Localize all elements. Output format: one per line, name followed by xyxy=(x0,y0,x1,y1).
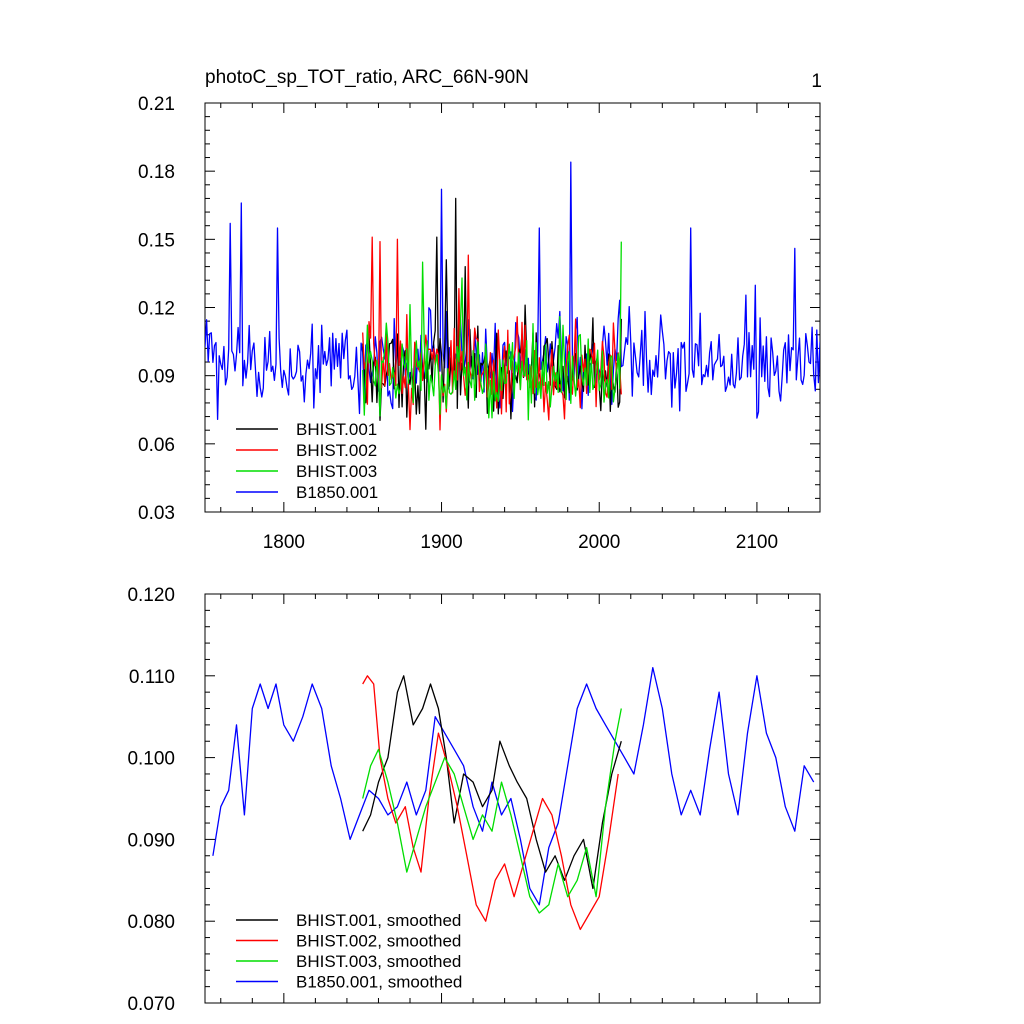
legend-entry-label: BHIST.001 xyxy=(296,420,377,439)
series-line-b1850-001 xyxy=(205,161,820,421)
plot-frame xyxy=(204,593,821,1004)
legend-entry-label: BHIST.002, smoothed xyxy=(296,932,461,951)
y-tick-label: 0.12 xyxy=(138,299,175,320)
y-tick-label: 0.090 xyxy=(127,830,175,851)
legend-entry-label: BHIST.003, smoothed xyxy=(296,952,461,971)
series-line-bhist-003 xyxy=(362,241,622,421)
bottom-panel-smoothed-series: 0.070 0.080 0.090 0.100 0.110 0.120 BHIST.001,… xyxy=(127,585,821,1015)
y-tick-label: 0.21 xyxy=(138,94,175,115)
series-line-bhist-001-smoothed xyxy=(362,675,622,890)
legend-entry-label: BHIST.002 xyxy=(296,441,377,460)
top-panel-raw-series: 1800 1900 2000 2100 0.03 0.06 0.09 0.12 0.15 0.18… xyxy=(138,94,821,553)
chart-title: photoC_sp_TOT_ratio, ARC_66N-90N xyxy=(205,67,529,88)
x-tick-label: 2100 xyxy=(736,532,778,553)
legend: BHIST.001, smoothed BHIST.002, smoothedBH… xyxy=(236,911,462,992)
y-tick-label: 0.09 xyxy=(138,367,175,388)
y-tick-label: 0.18 xyxy=(138,162,175,183)
y-tick-label: 0.06 xyxy=(138,435,175,456)
y-tick-label: 0.110 xyxy=(129,667,175,688)
legend-entry-label: B1850.001, smoothed xyxy=(296,973,462,992)
y-tick-label: 0.080 xyxy=(127,912,175,933)
y-tick-label: 0.100 xyxy=(127,749,175,770)
legend-entry-label: B1850.001 xyxy=(296,483,378,502)
x-tick-label: 2000 xyxy=(578,532,620,553)
legend-entry-label: BHIST.001, smoothed xyxy=(296,911,461,930)
series-line-bhist-003-smoothed xyxy=(362,708,622,914)
series-line-b1850-001-smoothed xyxy=(212,666,815,906)
x-tick-label: 1800 xyxy=(263,532,305,553)
y-tick-label: 0.15 xyxy=(138,230,175,251)
series-line-bhist-002-smoothed xyxy=(362,675,619,931)
legend: BHIST.001 BHIST.002 BHIST.003 B1850.001 xyxy=(236,420,378,502)
legend-entry-label: BHIST.003 xyxy=(296,462,377,481)
y-tick-label: 0.03 xyxy=(138,503,175,524)
x-tick-label: 1900 xyxy=(420,532,462,553)
y-tick-label: 0.120 xyxy=(127,585,175,606)
panel-number-label: 1 xyxy=(811,71,822,92)
y-tick-label: 0.070 xyxy=(127,994,175,1015)
